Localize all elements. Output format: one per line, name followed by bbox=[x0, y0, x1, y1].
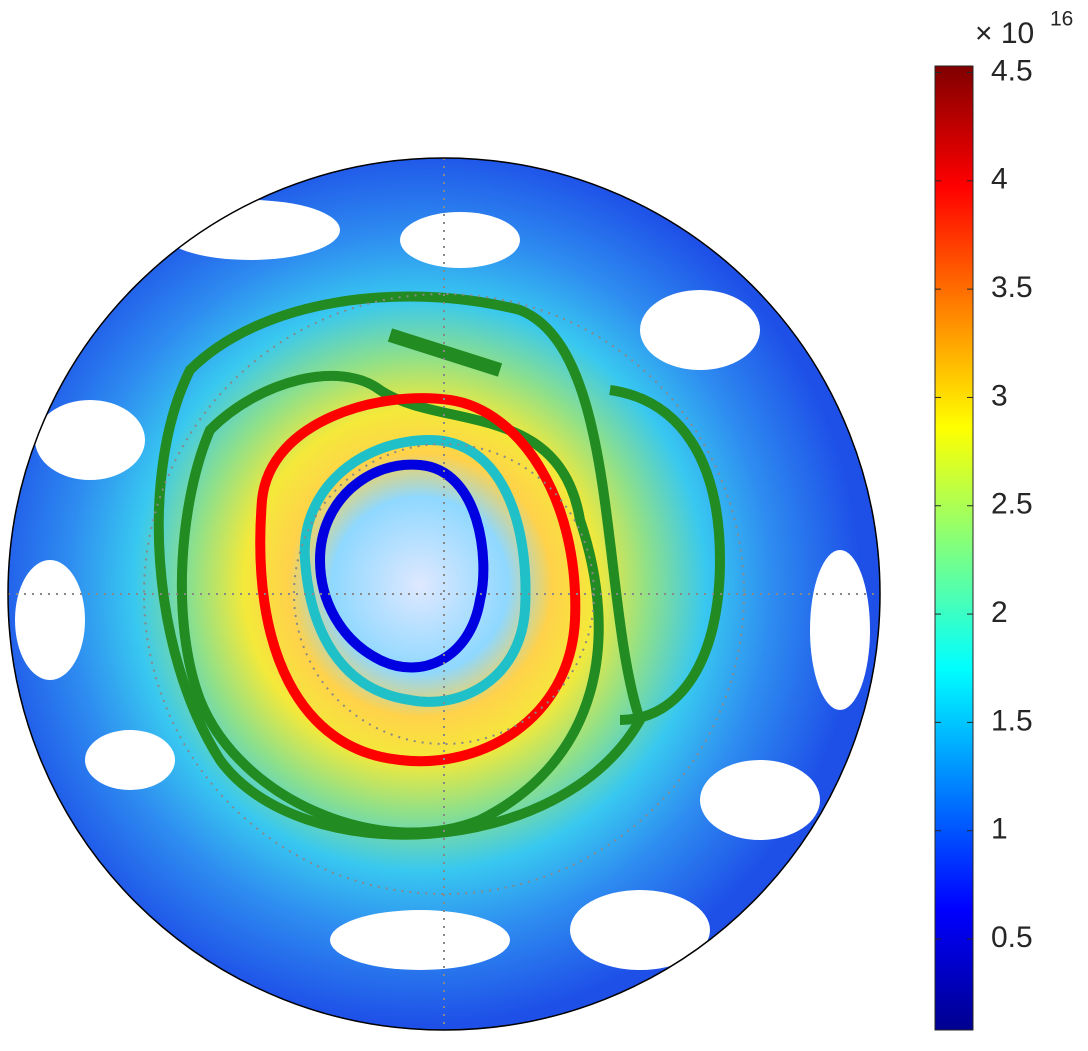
colorbar-tick-label: 2.5 bbox=[991, 488, 1033, 521]
colorbar-tick-label: 1.5 bbox=[991, 704, 1033, 737]
no-data-patches bbox=[15, 200, 870, 970]
colorbar-tick-label: 4.5 bbox=[991, 54, 1033, 87]
colorbar-tick-label: 3.5 bbox=[991, 271, 1033, 304]
colorbar-tick-label: 4 bbox=[991, 163, 1008, 196]
colorbar-tick-label: 0.5 bbox=[991, 921, 1033, 954]
graticule bbox=[8, 158, 880, 1030]
colorbar-tick-label: 2 bbox=[991, 596, 1008, 629]
colorbar-tick-label: 3 bbox=[991, 379, 1008, 412]
colorbar-multiplier: × 10 bbox=[975, 17, 1034, 50]
map-frame bbox=[7, 157, 881, 1031]
colorbar bbox=[934, 65, 974, 1031]
contours bbox=[153, 291, 726, 840]
map-disk bbox=[8, 158, 880, 1030]
colorbar-tick-label: 1 bbox=[991, 813, 1008, 846]
colorbar-exponent: 16 bbox=[1050, 8, 1073, 31]
